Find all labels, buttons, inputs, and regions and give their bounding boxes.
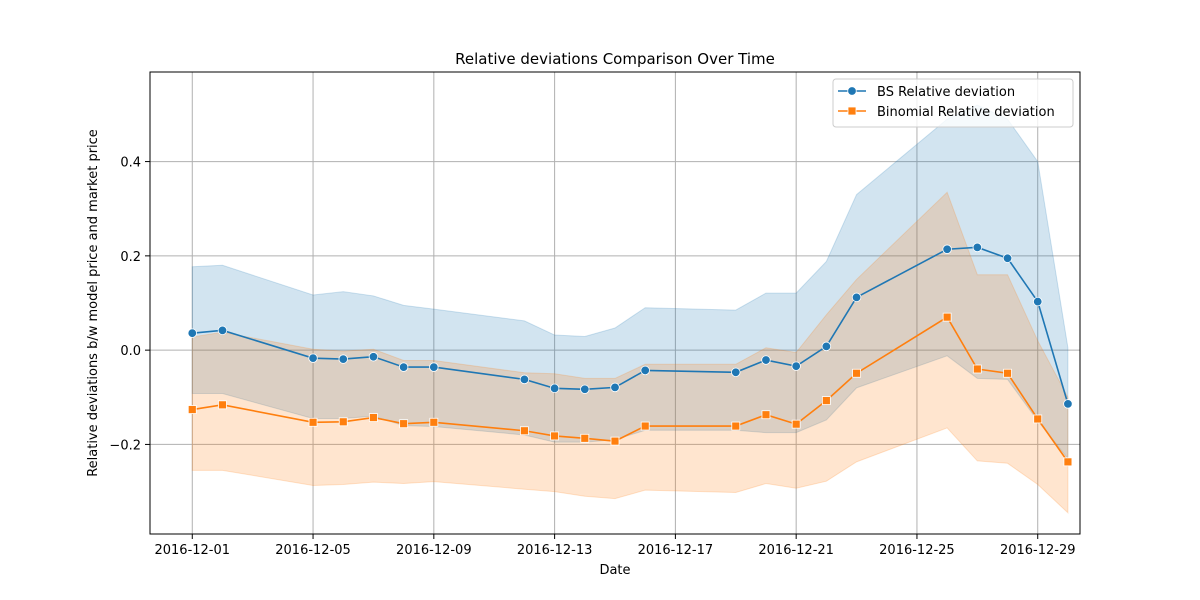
data-point bbox=[398, 362, 409, 372]
data-point bbox=[218, 400, 227, 410]
confidence-bands bbox=[191, 104, 1069, 514]
data-point bbox=[187, 328, 197, 338]
data-point bbox=[399, 419, 409, 429]
data-point bbox=[580, 433, 590, 443]
x-tick-label: 2016-12-09 bbox=[396, 543, 472, 558]
data-point bbox=[821, 341, 832, 352]
data-point bbox=[520, 426, 529, 436]
data-point bbox=[1063, 457, 1073, 467]
data-point bbox=[791, 361, 801, 371]
data-point bbox=[308, 353, 318, 363]
data-point bbox=[731, 421, 741, 431]
series-line-1 bbox=[192, 316, 1069, 463]
y-tick-label: −0.2 bbox=[109, 438, 141, 453]
x-tick-label: 2016-12-17 bbox=[638, 543, 714, 558]
data-point bbox=[549, 383, 560, 394]
data-point bbox=[1003, 368, 1012, 378]
data-point bbox=[791, 419, 801, 429]
data-point bbox=[640, 421, 650, 431]
x-tick-label: 2016-12-29 bbox=[1000, 543, 1076, 558]
plot-area bbox=[150, 72, 1080, 534]
legend-label: BS Relative deviation bbox=[877, 85, 1015, 100]
legend-box bbox=[832, 78, 1074, 128]
data-point bbox=[1002, 253, 1013, 263]
x-tick-label: 2016-12-21 bbox=[758, 543, 834, 558]
data-point bbox=[640, 365, 650, 376]
legend-label: Binomial Relative deviation bbox=[877, 105, 1055, 120]
data-point bbox=[187, 405, 197, 414]
data-point bbox=[1033, 414, 1043, 424]
data-point bbox=[761, 410, 771, 420]
legend: BS Relative deviation Binomial Relative d… bbox=[832, 78, 1074, 128]
data-point bbox=[972, 364, 982, 374]
series-lines bbox=[192, 246, 1069, 463]
data-point bbox=[519, 374, 530, 385]
data-point bbox=[610, 436, 620, 446]
legend-marker bbox=[847, 86, 857, 96]
y-axis-title: Relative deviations b/w model price and … bbox=[86, 129, 101, 477]
confidence-band-series-1 bbox=[191, 191, 1069, 514]
series-markers bbox=[187, 242, 1073, 467]
data-point bbox=[369, 413, 378, 422]
y-tick-label: 0.4 bbox=[120, 156, 141, 171]
x-tick-label: 2016-12-13 bbox=[517, 543, 593, 558]
data-point bbox=[368, 352, 379, 362]
data-point bbox=[338, 417, 348, 427]
data-point bbox=[217, 325, 228, 336]
data-point bbox=[580, 384, 590, 394]
data-point bbox=[550, 431, 560, 441]
x-tick-label: 2016-12-25 bbox=[879, 543, 955, 558]
x-axis: 2016-12-01 2016-12-05 2016-12-09 2016-12-13… bbox=[154, 534, 1076, 558]
plot-frame bbox=[149, 71, 1081, 535]
data-point bbox=[429, 362, 439, 372]
data-point bbox=[761, 355, 771, 365]
data-point bbox=[1063, 399, 1073, 409]
data-point bbox=[942, 244, 952, 254]
x-tick-label: 2016-12-01 bbox=[154, 543, 230, 558]
series-line-0 bbox=[192, 246, 1069, 405]
data-point bbox=[429, 417, 439, 427]
chart-title: Relative deviations Comparison Over Time bbox=[455, 50, 775, 68]
x-axis-title: Date bbox=[599, 563, 630, 578]
data-point bbox=[610, 382, 620, 393]
y-axis: −0.2 0.0 0.2 0.4 bbox=[109, 156, 150, 453]
data-point bbox=[852, 368, 861, 378]
data-point bbox=[1033, 296, 1043, 307]
y-tick-label: 0.2 bbox=[120, 250, 141, 265]
y-tick-label: 0.0 bbox=[120, 344, 141, 359]
data-point bbox=[308, 417, 318, 427]
legend-marker bbox=[847, 106, 857, 116]
data-point bbox=[338, 354, 348, 364]
data-point bbox=[731, 367, 741, 378]
data-point bbox=[851, 292, 862, 303]
data-point bbox=[942, 312, 952, 322]
data-point bbox=[821, 396, 831, 405]
x-tick-label: 2016-12-05 bbox=[275, 543, 351, 558]
data-point bbox=[972, 242, 983, 253]
